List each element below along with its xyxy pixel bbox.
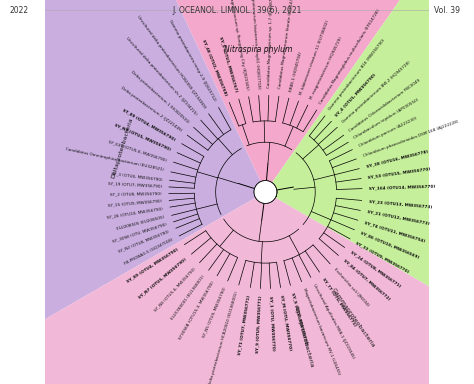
Text: SY_33 (OTU9, MW356770): SY_33 (OTU9, MW356770): [356, 241, 410, 273]
Text: FB-PROBA3-5 (GQ347018): FB-PROBA3-5 (GQ347018): [124, 237, 174, 266]
Text: SY_9 (OTU9, MW356771): SY_9 (OTU9, MW356771): [255, 296, 262, 353]
Text: SY_71 (OTU7, MW356771): SY_71 (OTU7, MW356771): [238, 294, 251, 354]
Polygon shape: [0, 0, 265, 370]
Text: SY_24 (OTU8, MW356771): SY_24 (OTU8, MW356771): [349, 250, 401, 288]
Text: SY_89 (OTU4, MW356790): SY_89 (OTU4, MW356790): [127, 247, 180, 283]
Text: SY_26 (OTU10, MW356790): SY_26 (OTU10, MW356790): [107, 206, 163, 219]
Text: ST_89 (OTU4, MW356790): ST_89 (OTU4, MW356790): [122, 108, 176, 142]
Text: ELU1368001 (EU1368001): ELU1368001 (EU1368001): [171, 275, 206, 321]
Polygon shape: [115, 0, 469, 192]
Text: SY_4 (OTU1, MW356790): SY_4 (OTU1, MW356790): [335, 73, 377, 118]
Text: Delta proteobacterium 1 (HCB20S10): Delta proteobacterium 1 (HCB20S10): [130, 70, 190, 124]
Text: Gamma proteobacterium BW-2 (HQ945728): Gamma proteobacterium BW-2 (HQ945728): [341, 60, 411, 124]
Text: SY_19 (OTU7, MW356790): SY_19 (OTU7, MW356790): [108, 182, 162, 189]
Text: SY_N2 (OTU8, MW356790): SY_N2 (OTU8, MW356790): [118, 229, 170, 253]
Polygon shape: [265, 0, 474, 370]
Text: SY_30S8 (OTU, MW356790): SY_30S8 (OTU, MW356790): [112, 222, 167, 243]
Text: SY_86 (OTU10, MW356569): SY_86 (OTU10, MW356569): [360, 231, 420, 259]
Text: Vol. 39: Vol. 39: [434, 6, 460, 15]
Text: Candidatus Omnitrophica bacterium (EU328521): Candidatus Omnitrophica bacterium (EU328…: [65, 147, 164, 172]
Text: Chlorobium phaeovibrioides DSM 168 (AJ222228): Chlorobium phaeovibrioides DSM 168 (AJ22…: [362, 120, 459, 158]
Text: Candidatus Magnetomorum litorale (EF614728): Candidatus Magnetomorum litorale (EF6147…: [278, 0, 295, 89]
Text: Candidatus Magnetoglobus multicellularis (EF614728): Candidatus Magnetoglobus multicellularis…: [319, 9, 381, 105]
Text: SY_3 (OTU6, MW356790): SY_3 (OTU6, MW356790): [111, 171, 163, 181]
Text: SY_48 (OTU2, MW356768): SY_48 (OTU2, MW356768): [202, 39, 228, 96]
Text: SY_15 (OTU9, MW356790): SY_15 (OTU9, MW356790): [108, 199, 162, 208]
Text: Uncultured delta proteobacterium sh-2 (JZ134215): Uncultured delta proteobacterium sh-2 (J…: [125, 36, 198, 116]
Text: SY_N7 (OTU5, MW356790): SY_N7 (OTU5, MW356790): [138, 257, 187, 300]
Text: SY_N9 (OTU5, MW356790): SY_N9 (OTU5, MW356790): [114, 123, 172, 152]
Text: KRBE-1 (HQ945704): KRBE-1 (HQ945704): [289, 51, 302, 92]
Text: SY_5 (OTU1, MW356767): SY_5 (OTU1, MW356767): [219, 36, 239, 93]
Text: Uncultured delta proteobacterium HCB20S9 (JZ134369): Uncultured delta proteobacterium HCB20S9…: [136, 14, 206, 109]
Polygon shape: [0, 192, 474, 384]
Text: Deltaproteobacteria: Deltaproteobacteria: [111, 117, 134, 179]
Text: Chlorobaculum tepidum (AP000550): Chlorobaculum tepidum (AP000550): [354, 98, 420, 140]
Text: Candidatus Magnetonorum sp. 1-7 (KF498702): Candidatus Magnetonorum sp. 1-7 (KF49870…: [267, 0, 274, 88]
Text: Chlorobium parvum (A223230): Chlorobium parvum (A223230): [358, 116, 418, 148]
Text: M. blakemorei chiatum 11 (EU738602): M. blakemorei chiatum 11 (EU738602): [299, 20, 330, 95]
Text: SY_1 (OTU, MW356770): SY_1 (OTU, MW356770): [269, 296, 276, 351]
Text: Candidatus Chloracidobacterium FBC0049: Candidatus Chloracidobacterium FBC0049: [348, 78, 421, 132]
Text: M. magnetotacticum (HQ945729): M. magnetotacticum (HQ945729): [309, 36, 343, 99]
Text: SY_74 (OTU11, MW356754): SY_74 (OTU11, MW356754): [364, 220, 426, 243]
Text: Delta proteobacterium 2 (JZ221449): Delta proteobacterium 2 (JZ221449): [120, 86, 182, 132]
Text: SY_M (OTU, MW356770): SY_M (OTU, MW356770): [280, 294, 292, 350]
Text: SY_38 (OTU16, MW356778): SY_38 (OTU16, MW356778): [366, 150, 428, 169]
Text: SY_164 (OTU14, MW356770): SY_164 (OTU14, MW356770): [369, 184, 436, 190]
Text: SY_23 (OTU13, MW356773): SY_23 (OTU13, MW356773): [369, 199, 432, 209]
Text: SY_63S (OTU5-6, MW356790): SY_63S (OTU5-6, MW356790): [108, 139, 167, 162]
Text: SY_S (OTU, MW356770): SY_S (OTU, MW356770): [291, 292, 309, 346]
Text: SY_N8 (OTU5-6, MW356790): SY_N8 (OTU5-6, MW356790): [153, 266, 196, 312]
Text: SY_2 (OTU8, MW356790): SY_2 (OTU8, MW356790): [110, 192, 162, 197]
Text: SY_77 (OTU, MW356771): SY_77 (OTU, MW356771): [322, 277, 357, 327]
Text: Alphaproteobacteria: Alphaproteobacteria: [293, 305, 315, 368]
Text: Gamma proteobacterium B16 (MW356790): Gamma proteobacterium B16 (MW356790): [328, 38, 386, 111]
Text: Delta proteobacterium HCB20S10 (EU1368001): Delta proteobacterium HCB20S10 (EU136800…: [208, 291, 239, 384]
Text: 2022: 2022: [9, 6, 28, 15]
Text: Nitrospira phylum: Nitrospira phylum: [224, 45, 292, 54]
Text: Candidatus Magnetonorum bisanensis mmp51 (HQ817718): Candidatus Magnetonorum bisanensis mmp51…: [248, 0, 260, 89]
Text: SY_N5 (OTU9, MW356790): SY_N5 (OTU9, MW356790): [202, 287, 227, 339]
Text: Gammaproteobacteria: Gammaproteobacteria: [331, 287, 376, 349]
Text: Candidatus Magnetonorum sp. Rongcheng City (KJ923345): Candidatus Magnetonorum sp. Rongcheng Ci…: [225, 0, 249, 90]
Text: J. OCEANOL. LIMNOL., 39(6), 2021: J. OCEANOL. LIMNOL., 39(6), 2021: [173, 6, 301, 15]
Text: SY_53 (OTU15, MW356770): SY_53 (OTU15, MW356770): [368, 167, 431, 180]
Text: Magnetobacterium bavaricum MV-1 (L06455): Magnetobacterium bavaricum MV-1 (L06455): [302, 288, 341, 376]
Circle shape: [254, 180, 277, 204]
Text: SY30S6B (OTU15-3, MW356790): SY30S6B (OTU15-3, MW356790): [178, 281, 215, 341]
Text: Gamma proteobacteria mmp 2-9 (JQ625712): Gamma proteobacteria mmp 2-9 (JQ625712): [168, 19, 217, 102]
Text: SY_84 (OTU7, MW356772): SY_84 (OTU7, MW356772): [343, 258, 391, 301]
Text: SY_21 (OTU12, MW356773): SY_21 (OTU12, MW356773): [367, 210, 430, 226]
Text: Uncultured Aquificales MSB-1 (JZ319345): Uncultured Aquificales MSB-1 (JZ319345): [312, 283, 356, 359]
Text: ELU208505 (EU208505): ELU208505 (EU208505): [117, 215, 165, 231]
Text: Escherichia coli (J96034): Escherichia coli (J96034): [333, 268, 370, 308]
